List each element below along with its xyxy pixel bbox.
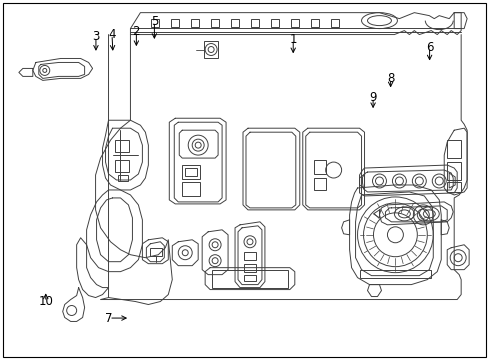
Bar — [359, 270, 430, 278]
Bar — [270, 19, 278, 27]
Text: 4: 4 — [108, 28, 116, 41]
Bar — [211, 19, 219, 27]
Bar — [244, 275, 255, 280]
Bar — [150, 248, 162, 256]
Bar — [244, 264, 255, 272]
Text: 1: 1 — [289, 33, 296, 46]
Bar — [115, 140, 129, 152]
Text: 9: 9 — [368, 91, 376, 104]
Bar — [203, 41, 218, 58]
Bar — [447, 182, 460, 192]
Text: 10: 10 — [38, 296, 53, 309]
Bar — [313, 160, 325, 174]
Bar — [244, 252, 255, 260]
Bar — [185, 168, 197, 176]
Bar — [151, 19, 159, 27]
Bar — [310, 19, 318, 27]
Bar — [313, 178, 325, 190]
Text: 8: 8 — [386, 72, 393, 85]
Text: 5: 5 — [150, 15, 158, 28]
Text: 7: 7 — [105, 311, 113, 325]
Bar — [171, 19, 179, 27]
Bar — [447, 162, 460, 180]
Bar — [115, 160, 129, 172]
Bar — [182, 165, 200, 179]
Bar — [290, 19, 298, 27]
Bar — [212, 270, 287, 288]
Text: 3: 3 — [92, 30, 100, 43]
Bar — [182, 182, 200, 196]
Bar — [118, 175, 128, 181]
Bar — [330, 19, 338, 27]
Text: 2: 2 — [132, 25, 140, 38]
Bar — [447, 140, 460, 158]
Bar — [230, 19, 239, 27]
Bar — [191, 19, 199, 27]
Text: 6: 6 — [425, 41, 432, 54]
Bar — [250, 19, 259, 27]
